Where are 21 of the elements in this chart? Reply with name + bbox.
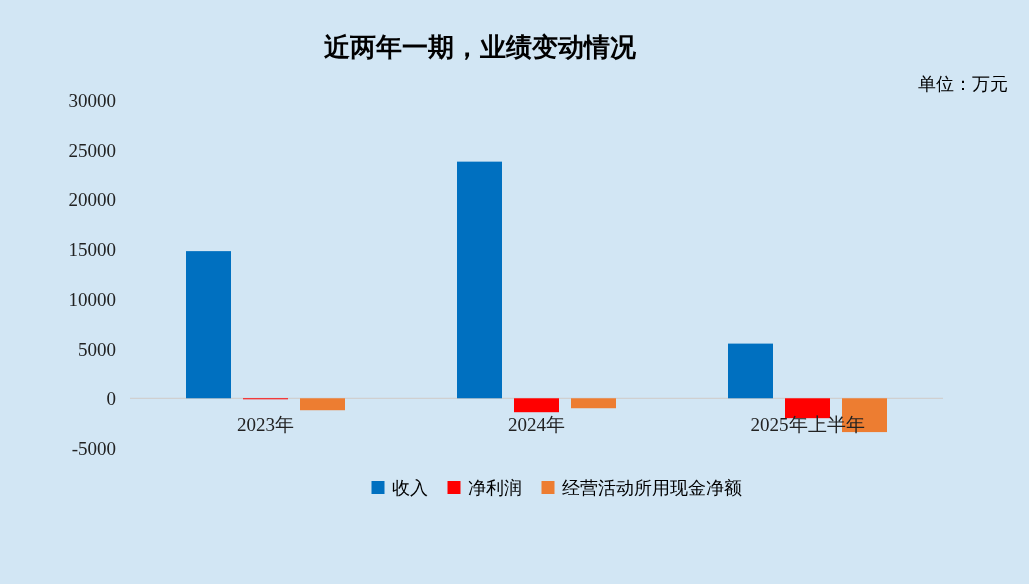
y-tick-label: 25000 — [68, 139, 116, 161]
bar — [186, 251, 231, 399]
y-tick-label: 20000 — [68, 189, 116, 211]
text: 单位：万元 — [918, 73, 1008, 94]
y-tick-label: 30000 — [68, 90, 116, 111]
x-tick-label: 2023年 — [237, 414, 294, 436]
bar — [571, 398, 616, 409]
bar — [457, 161, 502, 399]
legend-label: 经营活动所用现金净额 — [561, 477, 742, 498]
bar — [728, 343, 773, 399]
x-tick-label: 2024年 — [508, 414, 565, 436]
legend-label: 净利润 — [467, 477, 522, 498]
chart-title: 近两年一期，业绩变动情况 — [324, 32, 637, 62]
bar — [514, 398, 559, 413]
y-tick-label: 0 — [106, 388, 116, 410]
y-tick-label: 10000 — [68, 288, 116, 310]
y-tick-label: -5000 — [71, 438, 116, 459]
legend-label: 收入 — [391, 477, 428, 498]
bar — [300, 398, 345, 411]
y-tick-label: 5000 — [78, 338, 116, 360]
y-tick-label: 15000 — [68, 239, 116, 261]
